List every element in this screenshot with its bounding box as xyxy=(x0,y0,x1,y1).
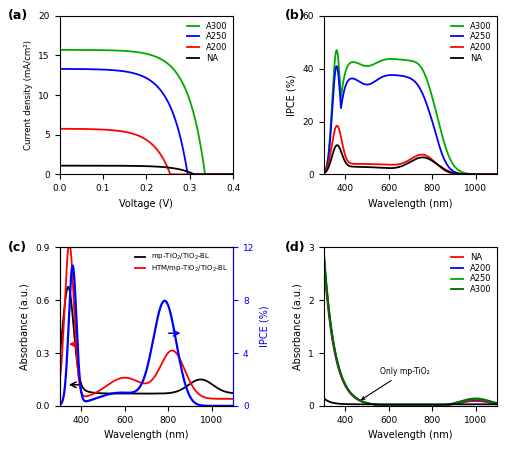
Legend: A300, A250, A200, NA: A300, A250, A200, NA xyxy=(185,20,229,64)
Y-axis label: IPCE (%): IPCE (%) xyxy=(260,306,270,347)
X-axis label: Voltage (V): Voltage (V) xyxy=(120,198,174,209)
Text: (b): (b) xyxy=(285,9,306,23)
Text: (d): (d) xyxy=(285,241,306,254)
Y-axis label: Absorbance (a.u.): Absorbance (a.u.) xyxy=(20,283,30,370)
Legend: A300, A250, A200, NA: A300, A250, A200, NA xyxy=(449,20,493,64)
Text: (a): (a) xyxy=(7,9,27,23)
Text: Only mp-TiO₂: Only mp-TiO₂ xyxy=(362,367,430,400)
X-axis label: Wavelength (nm): Wavelength (nm) xyxy=(104,430,189,440)
X-axis label: Wavelength (nm): Wavelength (nm) xyxy=(368,430,453,440)
X-axis label: Wavelength (nm): Wavelength (nm) xyxy=(368,198,453,209)
Legend: mp-TiO$_2$/TiO$_2$-BL, HTM/mp-TiO$_2$/TiO$_2$-BL: mp-TiO$_2$/TiO$_2$-BL, HTM/mp-TiO$_2$/Ti… xyxy=(134,251,230,276)
Y-axis label: IPCE (%): IPCE (%) xyxy=(287,74,297,116)
Y-axis label: Current density (mA/cm²): Current density (mA/cm²) xyxy=(24,40,33,150)
Y-axis label: Absorbance (a.u.): Absorbance (a.u.) xyxy=(293,283,303,370)
Text: (c): (c) xyxy=(7,241,26,254)
Legend: NA, A200, A250, A300: NA, A200, A250, A300 xyxy=(449,252,493,296)
